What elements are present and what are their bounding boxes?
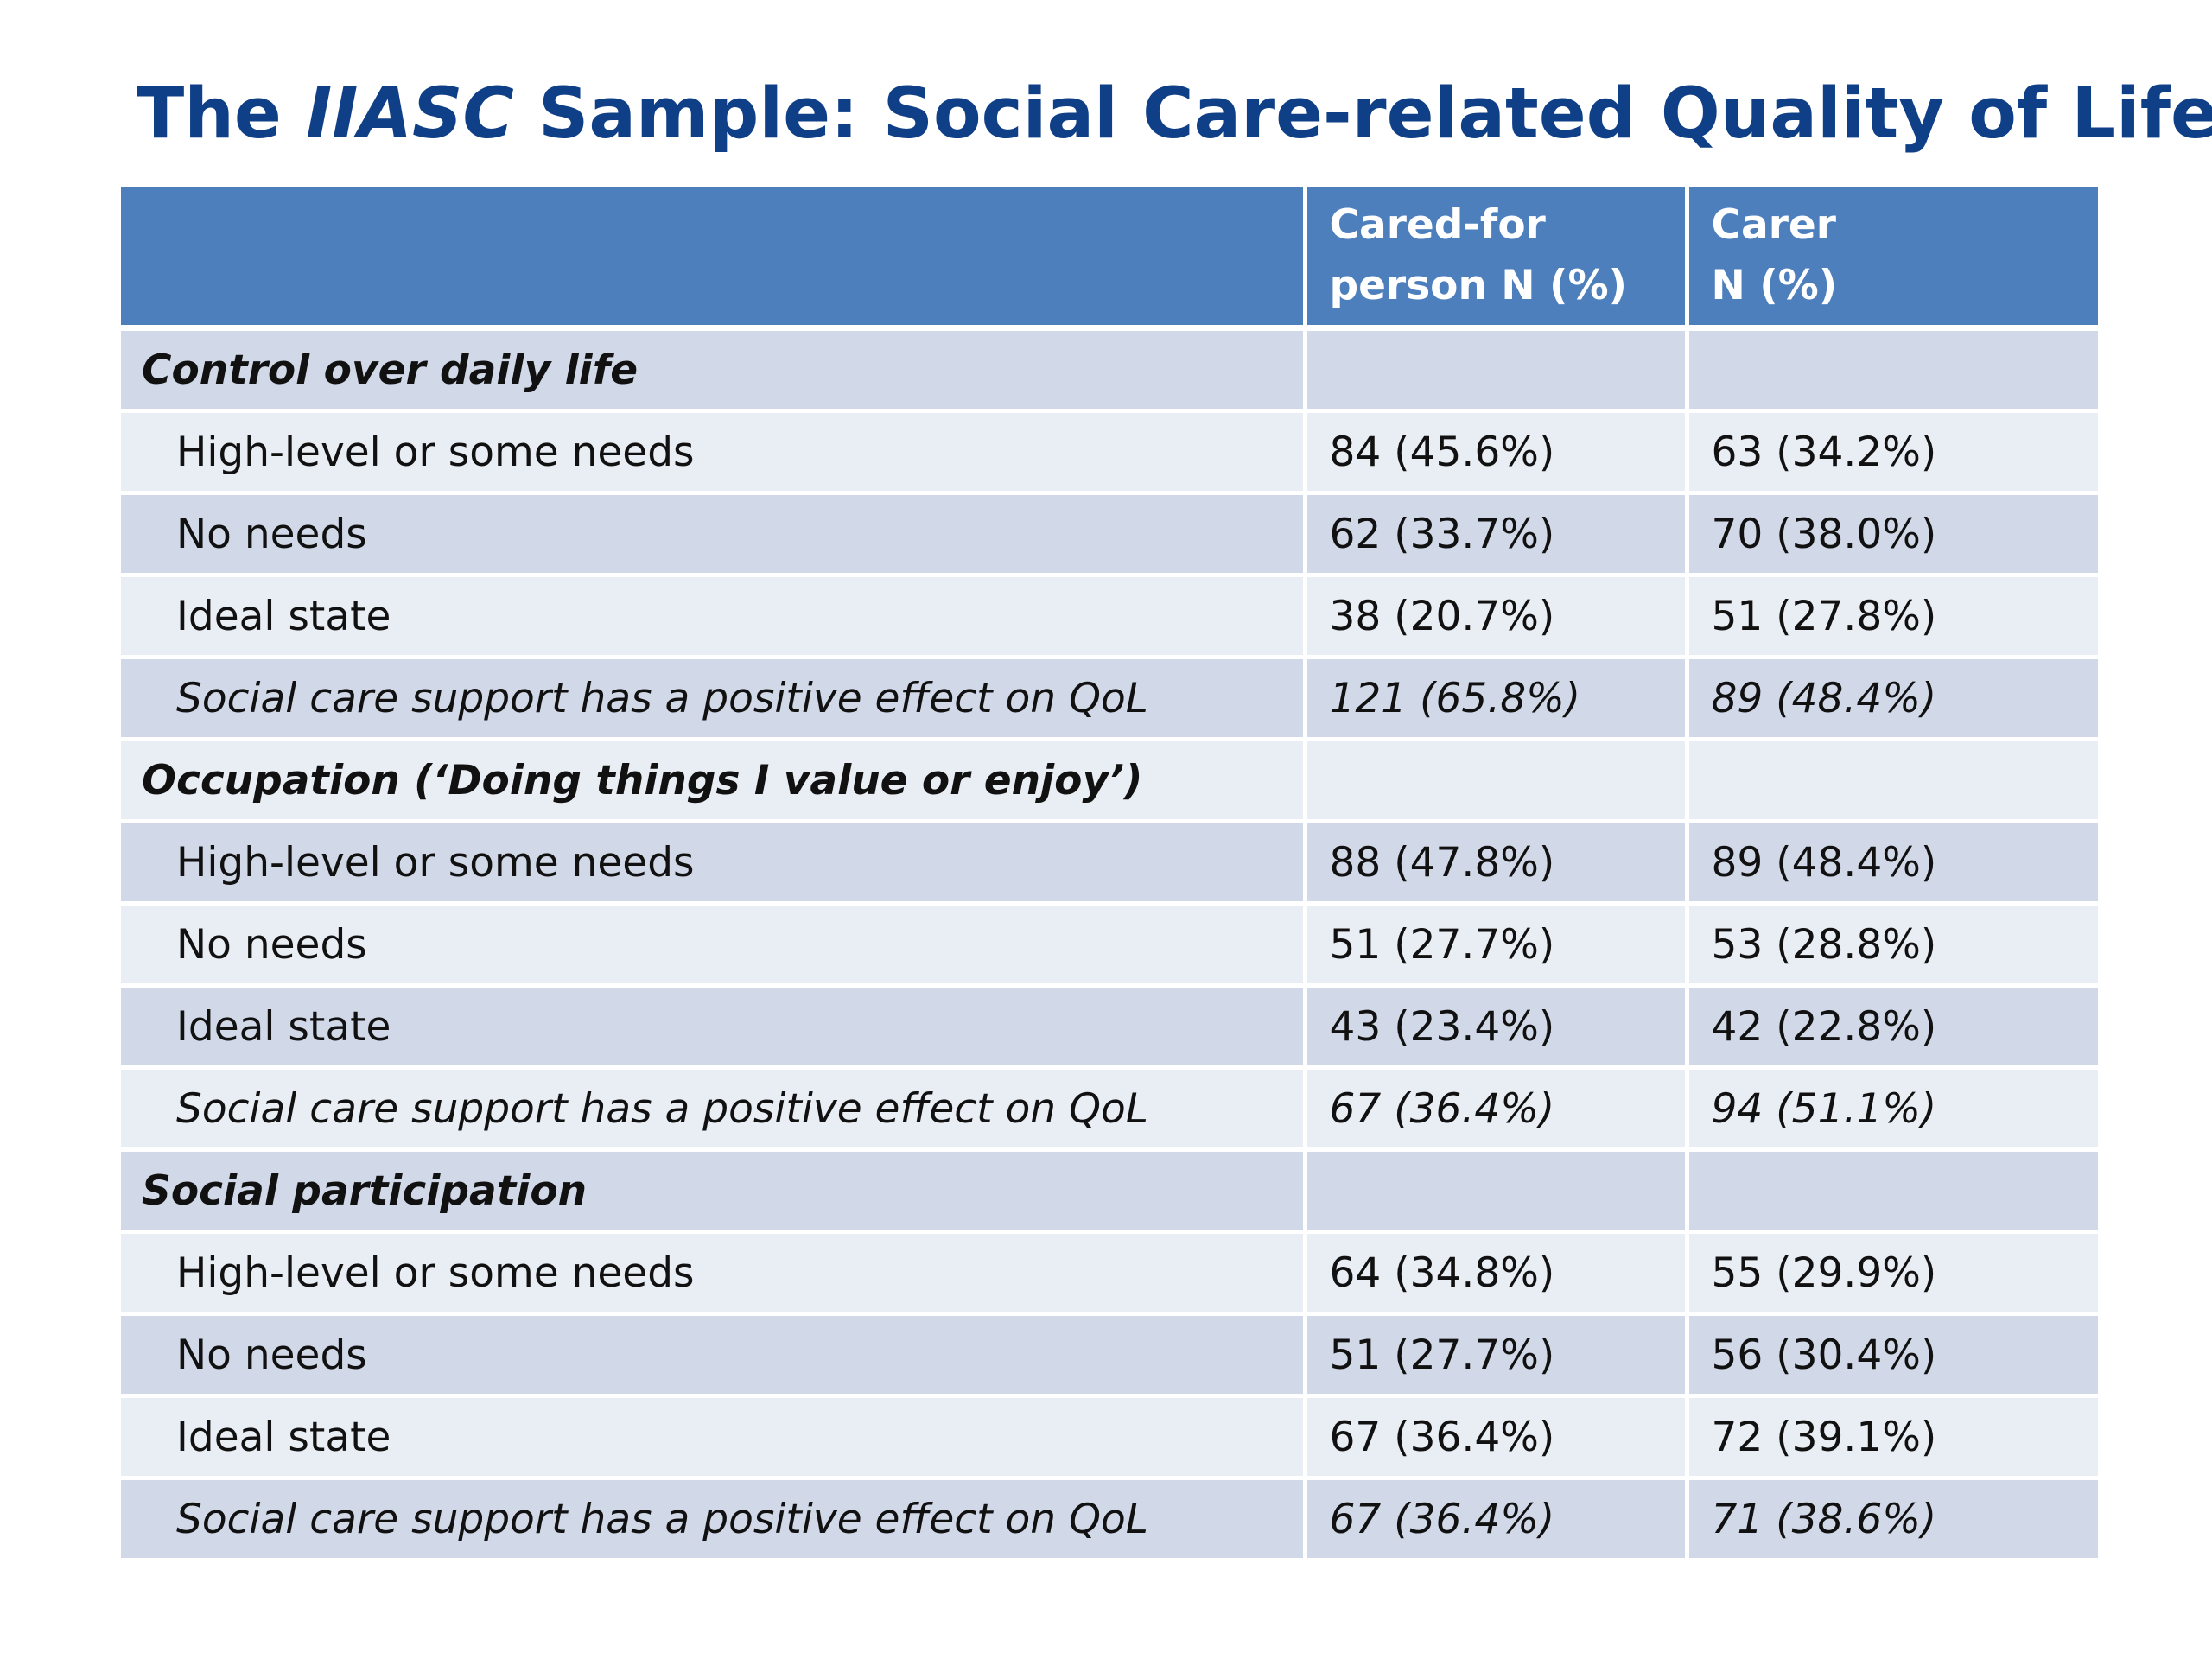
title-suffix: Sample: Social Care-related Quality of L… xyxy=(513,73,2212,155)
cared-for-value: 51 (27.7%) xyxy=(1305,903,1689,988)
row-label: No needs xyxy=(121,903,1307,988)
table-row: No needs 51 (27.7%) 53 (28.8%) xyxy=(121,903,2098,988)
section-row: Occupation (‘Doing things I value or enj… xyxy=(121,739,2098,823)
row-label: Social care support has a positive effec… xyxy=(121,657,1307,741)
header-cared-for: Cared-for person N (%) xyxy=(1305,187,1689,331)
cared-for-value: 67 (36.4%) xyxy=(1305,1395,1689,1480)
table-row: High-level or some needs 88 (47.8%) 89 (… xyxy=(121,821,2098,906)
slide-title: The IIASC Sample: Social Care-related Qu… xyxy=(137,71,2212,157)
section-title: Control over daily life xyxy=(121,327,1307,413)
table-row: Ideal state 43 (23.4%) 42 (22.8%) xyxy=(121,985,2098,1070)
header-label-cell xyxy=(121,187,1307,331)
header-carer-line1: Carer xyxy=(1711,201,1836,249)
header-carer: Carer N (%) xyxy=(1687,187,2098,331)
section-title: Occupation (‘Doing things I value or enj… xyxy=(121,739,1307,823)
carer-value: 42 (22.8%) xyxy=(1687,985,2098,1070)
row-label: Ideal state xyxy=(121,1395,1307,1480)
table-row: Social care support has a positive effec… xyxy=(121,1478,2098,1562)
table-body: Control over daily life High-level or so… xyxy=(121,327,2098,1562)
carer-value: 55 (29.9%) xyxy=(1687,1231,2098,1316)
cared-for-value: 88 (47.8%) xyxy=(1305,821,1689,906)
table-row: No needs 62 (33.7%) 70 (38.0%) xyxy=(121,493,2098,577)
table-row: Ideal state 38 (20.7%) 51 (27.8%) xyxy=(121,575,2098,659)
header-carer-line2: N (%) xyxy=(1711,262,1838,309)
title-prefix: The xyxy=(137,73,307,155)
row-label: Social care support has a positive effec… xyxy=(121,1067,1307,1152)
cared-for-value: 67 (36.4%) xyxy=(1305,1067,1689,1152)
section-empty-cell xyxy=(1305,327,1689,413)
section-row: Control over daily life xyxy=(121,327,2098,413)
header-row: Cared-for person N (%) Carer N (%) xyxy=(121,187,2098,331)
sample-table: Cared-for person N (%) Carer N (%) Contr… xyxy=(121,187,2098,1562)
carer-value: 89 (48.4%) xyxy=(1687,821,2098,906)
section-row: Social participation xyxy=(121,1149,2098,1234)
row-label: Ideal state xyxy=(121,575,1307,659)
row-label: Ideal state xyxy=(121,985,1307,1070)
header-cared-for-line2: person N (%) xyxy=(1329,262,1628,309)
section-empty-cell xyxy=(1687,327,2098,413)
table-row: Social care support has a positive effec… xyxy=(121,657,2098,741)
table-row: No needs 51 (27.7%) 56 (30.4%) xyxy=(121,1313,2098,1398)
row-label: No needs xyxy=(121,1313,1307,1398)
row-label: High-level or some needs xyxy=(121,410,1307,495)
carer-value: 63 (34.2%) xyxy=(1687,410,2098,495)
section-empty-cell xyxy=(1305,739,1689,823)
row-label: No needs xyxy=(121,493,1307,577)
carer-value: 94 (51.1%) xyxy=(1687,1067,2098,1152)
table-row: Ideal state 67 (36.4%) 72 (39.1%) xyxy=(121,1395,2098,1480)
cared-for-value: 62 (33.7%) xyxy=(1305,493,1689,577)
carer-value: 51 (27.8%) xyxy=(1687,575,2098,659)
cared-for-value: 67 (36.4%) xyxy=(1305,1478,1689,1562)
section-empty-cell xyxy=(1305,1149,1689,1234)
header-cared-for-line1: Cared-for xyxy=(1329,201,1546,249)
row-label: Social care support has a positive effec… xyxy=(121,1478,1307,1562)
table-row: Social care support has a positive effec… xyxy=(121,1067,2098,1152)
carer-value: 72 (39.1%) xyxy=(1687,1395,2098,1480)
cared-for-value: 84 (45.6%) xyxy=(1305,410,1689,495)
carer-value: 53 (28.8%) xyxy=(1687,903,2098,988)
carer-value: 56 (30.4%) xyxy=(1687,1313,2098,1398)
table-row: High-level or some needs 64 (34.8%) 55 (… xyxy=(121,1231,2098,1316)
carer-value: 89 (48.4%) xyxy=(1687,657,2098,741)
title-emphasis: IIASC xyxy=(306,73,514,155)
section-empty-cell xyxy=(1687,1149,2098,1234)
section-title: Social participation xyxy=(121,1149,1307,1234)
cared-for-value: 43 (23.4%) xyxy=(1305,985,1689,1070)
cared-for-value: 38 (20.7%) xyxy=(1305,575,1689,659)
carer-value: 71 (38.6%) xyxy=(1687,1478,2098,1562)
table-row: High-level or some needs 84 (45.6%) 63 (… xyxy=(121,410,2098,495)
section-empty-cell xyxy=(1687,739,2098,823)
carer-value: 70 (38.0%) xyxy=(1687,493,2098,577)
table-header: Cared-for person N (%) Carer N (%) xyxy=(121,187,2098,331)
row-label: High-level or some needs xyxy=(121,1231,1307,1316)
cared-for-value: 64 (34.8%) xyxy=(1305,1231,1689,1316)
row-label: High-level or some needs xyxy=(121,821,1307,906)
cared-for-value: 121 (65.8%) xyxy=(1305,657,1689,741)
cared-for-value: 51 (27.7%) xyxy=(1305,1313,1689,1398)
